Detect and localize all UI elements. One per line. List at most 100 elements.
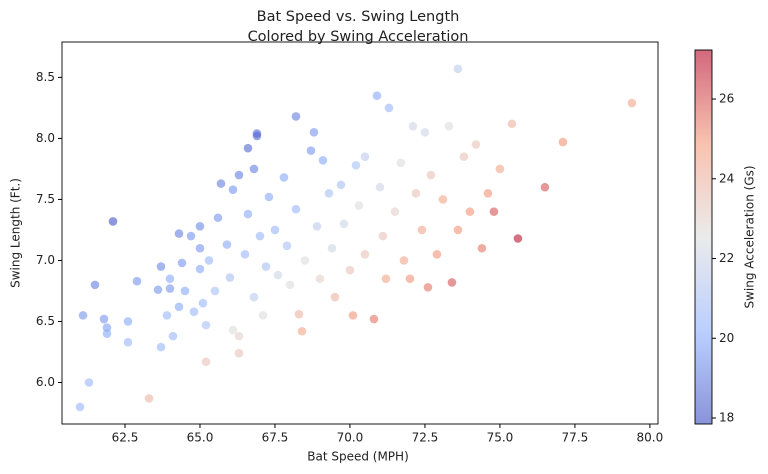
data-point bbox=[459, 152, 469, 162]
data-point bbox=[330, 292, 340, 302]
data-point bbox=[234, 170, 244, 180]
data-point bbox=[153, 285, 163, 295]
data-point bbox=[102, 329, 112, 338]
data-point bbox=[240, 250, 250, 259]
data-point bbox=[306, 146, 316, 155]
colorbar-tick-label: 26 bbox=[719, 92, 734, 106]
data-point bbox=[315, 274, 325, 284]
colorbar-tick-label: 24 bbox=[719, 171, 734, 185]
data-point bbox=[90, 280, 100, 290]
data-point bbox=[228, 325, 238, 335]
data-point bbox=[156, 342, 166, 352]
x-axis-label: Bat Speed (MPH) bbox=[307, 450, 409, 464]
data-point bbox=[195, 264, 205, 274]
data-point bbox=[369, 314, 379, 324]
data-point bbox=[174, 302, 184, 312]
data-point bbox=[78, 311, 88, 320]
data-point bbox=[558, 137, 568, 147]
data-point bbox=[216, 179, 226, 188]
data-point bbox=[225, 273, 235, 282]
data-point bbox=[291, 112, 301, 121]
data-point bbox=[507, 119, 517, 129]
y-tick-label: 7.5 bbox=[36, 192, 55, 206]
colorbar-tick-label: 22 bbox=[719, 251, 734, 265]
data-point bbox=[234, 331, 244, 341]
data-point bbox=[336, 180, 346, 190]
data-point bbox=[495, 164, 505, 174]
data-point bbox=[132, 276, 142, 286]
colorbar bbox=[694, 49, 713, 425]
data-point bbox=[204, 256, 214, 265]
data-point bbox=[372, 91, 382, 100]
data-point bbox=[99, 314, 109, 324]
data-point bbox=[438, 195, 448, 204]
data-point bbox=[447, 278, 457, 287]
x-tick-label: 77.5 bbox=[562, 431, 589, 445]
x-tick-label: 65.0 bbox=[187, 431, 214, 445]
data-point bbox=[243, 143, 253, 153]
data-point bbox=[453, 64, 463, 74]
data-point bbox=[243, 209, 253, 219]
data-point bbox=[411, 189, 421, 198]
data-point bbox=[477, 243, 487, 253]
data-point bbox=[195, 243, 205, 253]
chart-subtitle: Colored by Swing Acceleration bbox=[248, 29, 469, 45]
plot-frame bbox=[61, 41, 659, 425]
data-point bbox=[540, 182, 550, 192]
x-tick-label: 80.0 bbox=[637, 431, 664, 445]
data-point bbox=[378, 231, 388, 241]
data-point bbox=[423, 283, 433, 292]
colorbar-tick-label: 20 bbox=[719, 331, 734, 345]
colorbar-label: Swing Acceleration (Gs) bbox=[743, 165, 757, 308]
data-point bbox=[627, 98, 637, 108]
data-point bbox=[210, 286, 220, 296]
data-point bbox=[270, 225, 280, 235]
data-point bbox=[273, 270, 283, 280]
data-point bbox=[180, 286, 190, 296]
data-point bbox=[318, 156, 328, 165]
y-tick-label: 6.0 bbox=[36, 375, 55, 389]
data-point bbox=[291, 204, 301, 214]
data-point bbox=[453, 225, 463, 235]
data-point bbox=[123, 337, 133, 347]
data-point bbox=[375, 182, 385, 192]
data-point bbox=[297, 326, 307, 336]
data-point bbox=[354, 201, 364, 210]
data-point bbox=[108, 217, 118, 226]
colorbar-tick-label: 18 bbox=[719, 411, 734, 425]
data-point bbox=[75, 402, 85, 412]
data-point bbox=[294, 309, 304, 319]
x-tick-label: 72.5 bbox=[412, 431, 439, 445]
data-point bbox=[408, 121, 418, 131]
data-point bbox=[348, 311, 358, 320]
chart-title: Bat Speed vs. Swing Length bbox=[257, 9, 460, 25]
data-point bbox=[168, 331, 178, 341]
data-point bbox=[249, 164, 259, 174]
data-point bbox=[186, 231, 196, 241]
data-point bbox=[165, 274, 175, 284]
data-point bbox=[489, 207, 499, 216]
data-point bbox=[261, 262, 271, 271]
data-point bbox=[444, 121, 454, 131]
data-point bbox=[324, 189, 334, 198]
data-point bbox=[279, 173, 289, 182]
data-point bbox=[264, 192, 274, 202]
x-tick-label: 75.0 bbox=[487, 431, 514, 445]
y-axis-label: Swing Length (Ft.) bbox=[9, 178, 23, 288]
data-point bbox=[420, 128, 430, 137]
data-point bbox=[222, 240, 232, 249]
data-point bbox=[123, 317, 133, 326]
data-point bbox=[432, 250, 442, 259]
y-tick-label: 8.5 bbox=[36, 70, 55, 84]
data-point bbox=[300, 256, 310, 265]
y-tick-label: 6.5 bbox=[36, 314, 55, 328]
data-point bbox=[234, 348, 244, 358]
data-point bbox=[285, 280, 295, 290]
data-point bbox=[417, 225, 427, 235]
data-point bbox=[249, 292, 259, 302]
data-point bbox=[351, 160, 361, 170]
data-point bbox=[360, 250, 370, 259]
data-point bbox=[513, 234, 523, 243]
data-point bbox=[258, 311, 268, 320]
data-point bbox=[309, 128, 319, 137]
